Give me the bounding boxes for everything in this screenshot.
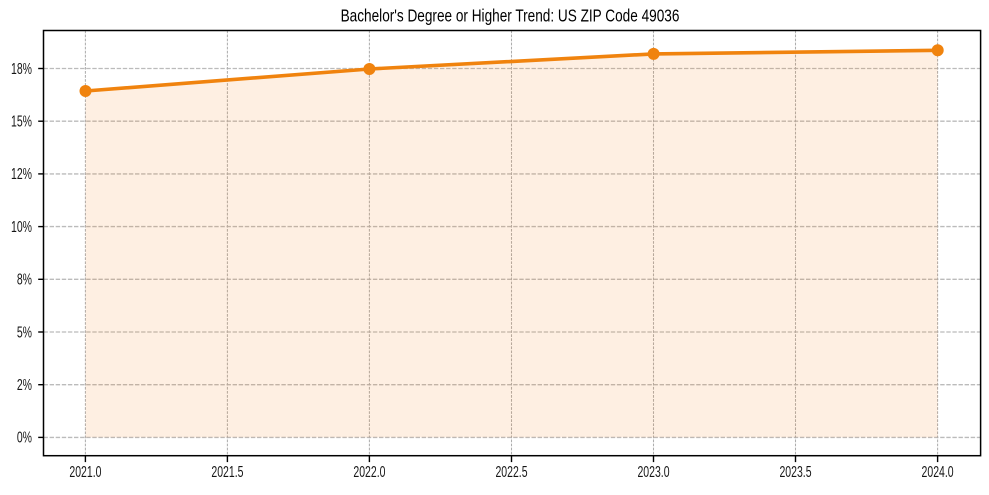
svg-text:2022.0: 2022.0 [353, 463, 385, 480]
svg-text:2024.0: 2024.0 [922, 463, 954, 480]
svg-text:2022.5: 2022.5 [495, 463, 527, 480]
svg-text:12%: 12% [11, 165, 32, 182]
svg-text:Bachelor's Degree or Higher Tr: Bachelor's Degree or Higher Trend: US ZI… [341, 7, 680, 26]
svg-text:15%: 15% [11, 113, 32, 130]
svg-text:2%: 2% [17, 376, 32, 393]
svg-text:2021.5: 2021.5 [211, 463, 243, 480]
svg-text:8%: 8% [17, 271, 32, 288]
svg-text:2021.0: 2021.0 [69, 463, 101, 480]
svg-text:0%: 0% [17, 429, 32, 446]
svg-text:18%: 18% [11, 60, 32, 77]
svg-text:5%: 5% [17, 323, 32, 340]
svg-text:2023.0: 2023.0 [637, 463, 669, 480]
svg-text:10%: 10% [11, 218, 32, 235]
svg-text:2023.5: 2023.5 [779, 463, 811, 480]
